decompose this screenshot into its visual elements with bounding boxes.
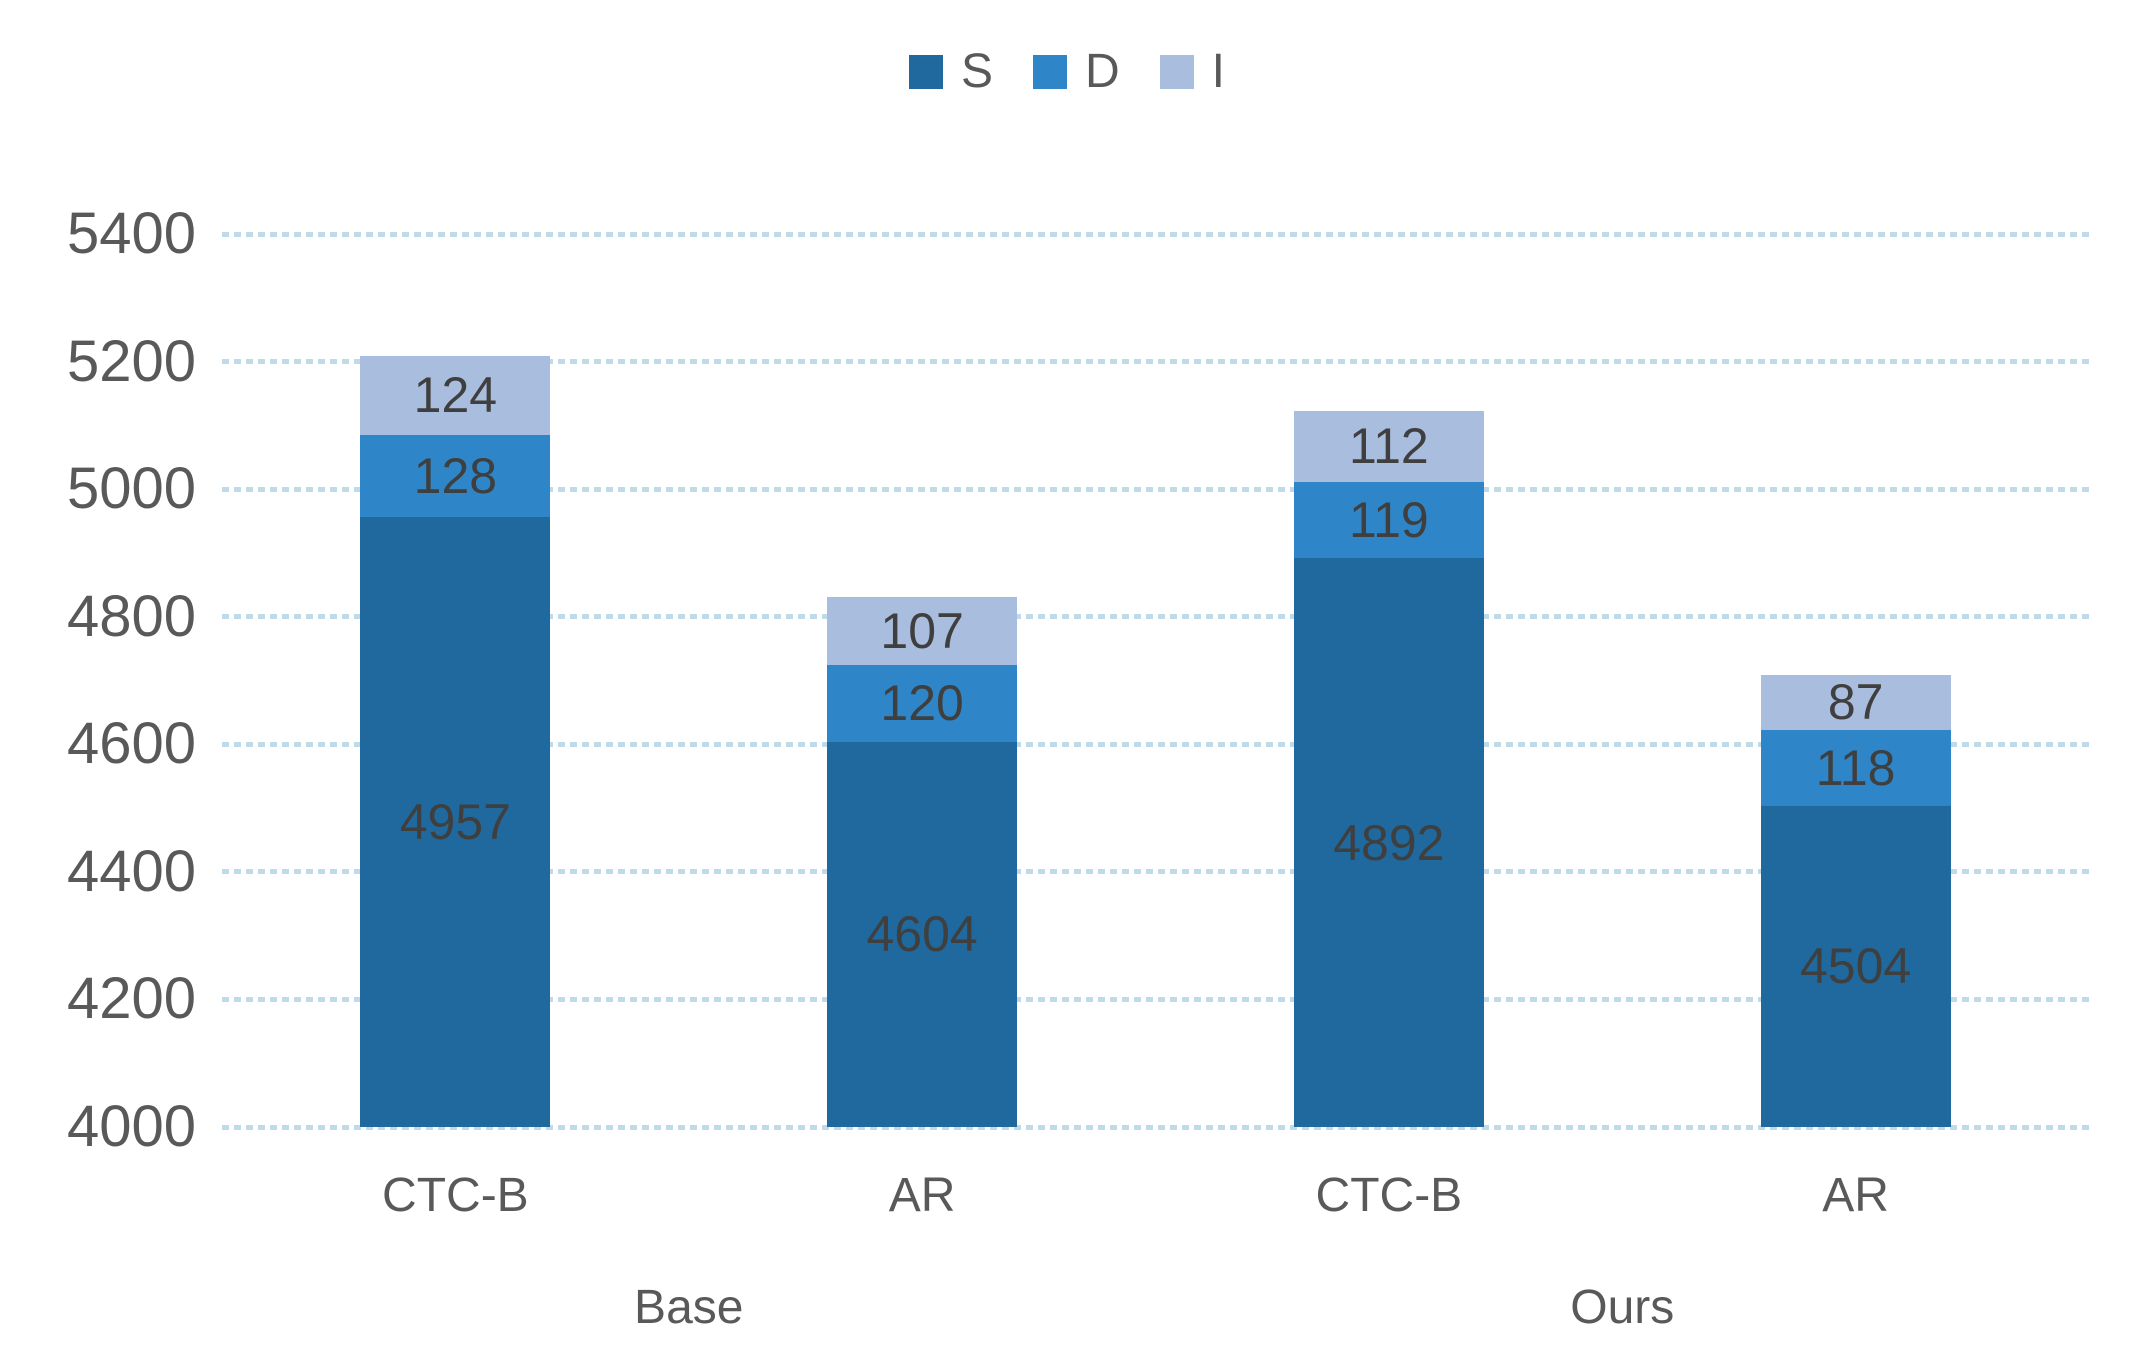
group-label-ours: Ours — [1570, 1281, 1675, 1334]
x-axis-label-ctc-b-1: CTC-B — [382, 1169, 529, 1222]
bar-4-value-i: 87 — [1827, 674, 1884, 731]
gridline-4800 — [222, 614, 2089, 620]
bar-2-value-s: 4604 — [866, 906, 978, 963]
bar-2-value-i: 107 — [880, 603, 964, 660]
legend-swatch-s-icon — [908, 55, 943, 89]
legend-item-i: I — [1159, 45, 1226, 98]
bar-2-value-d: 120 — [880, 675, 964, 732]
x-axis-label-ar-2: AR — [888, 1169, 956, 1222]
bar-1-value-i: 124 — [413, 367, 498, 424]
bar-3-value-d: 119 — [1349, 492, 1429, 549]
legend-item-d: D — [1033, 48, 1120, 96]
bar-3-segment-s: 4892 — [1293, 558, 1484, 1127]
bar-2-segment-s: 4604 — [827, 741, 1018, 1127]
y-axis-tick-4400: 4400 — [66, 838, 196, 904]
bar-1-segment-d: 128 — [360, 434, 551, 517]
gridline-4200 — [222, 996, 2089, 1002]
x-axis-label-ctc-b-3: CTC-B — [1315, 1169, 1463, 1222]
bar-4-segment-i: 87 — [1760, 674, 1951, 731]
legend-label-d: D — [1085, 45, 1120, 98]
gridline-4000 — [222, 1124, 2089, 1130]
bar-3-value-s: 4892 — [1333, 814, 1445, 871]
bar-2-segment-d: 120 — [827, 665, 1018, 742]
bar-1-value-s: 4957 — [399, 793, 511, 850]
bar-4-value-d: 118 — [1815, 739, 1896, 796]
y-axis-tick-5400: 5400 — [66, 201, 196, 266]
y-axis-tick-4800: 4800 — [66, 583, 196, 649]
gridline-5000 — [222, 486, 2089, 492]
y-axis-tick-4200: 4200 — [66, 966, 196, 1032]
bar-4-segment-d: 118 — [1760, 730, 1951, 806]
bar-4-value-s: 4504 — [1800, 938, 1912, 995]
gridline-4400 — [222, 869, 2089, 875]
y-axis-tick-4600: 4600 — [66, 711, 196, 777]
bar-3-value-i: 112 — [1349, 418, 1429, 475]
group-label-base: Base — [634, 1281, 744, 1334]
gridline-5400 — [222, 231, 2089, 237]
bar-3-segment-i: 112 — [1293, 410, 1484, 483]
bar-1-value-d: 128 — [413, 447, 498, 504]
y-axis-tick-4000: 4000 — [66, 1094, 196, 1159]
bar-4-segment-s: 4504 — [1760, 805, 1951, 1127]
legend: S D I — [0, 40, 2134, 104]
y-axis-tick-5000: 5000 — [66, 456, 196, 522]
legend-item-s: S — [908, 45, 993, 98]
bar-2-segment-i: 107 — [827, 596, 1018, 666]
bar-1-segment-i: 124 — [360, 355, 551, 435]
legend-label-s: S — [960, 45, 993, 98]
bar-3-segment-d: 119 — [1293, 482, 1484, 559]
legend-swatch-i-icon — [1159, 55, 1194, 89]
legend-swatch-d-icon — [1033, 55, 1067, 89]
gridline-4600 — [222, 741, 2089, 747]
x-axis-label-ar-4: AR — [1822, 1169, 1889, 1222]
bar-1-segment-s: 4957 — [360, 516, 551, 1127]
gridline-5200 — [222, 359, 2089, 365]
legend-label-i: I — [1211, 45, 1226, 98]
y-axis-tick-5200: 5200 — [66, 328, 196, 394]
